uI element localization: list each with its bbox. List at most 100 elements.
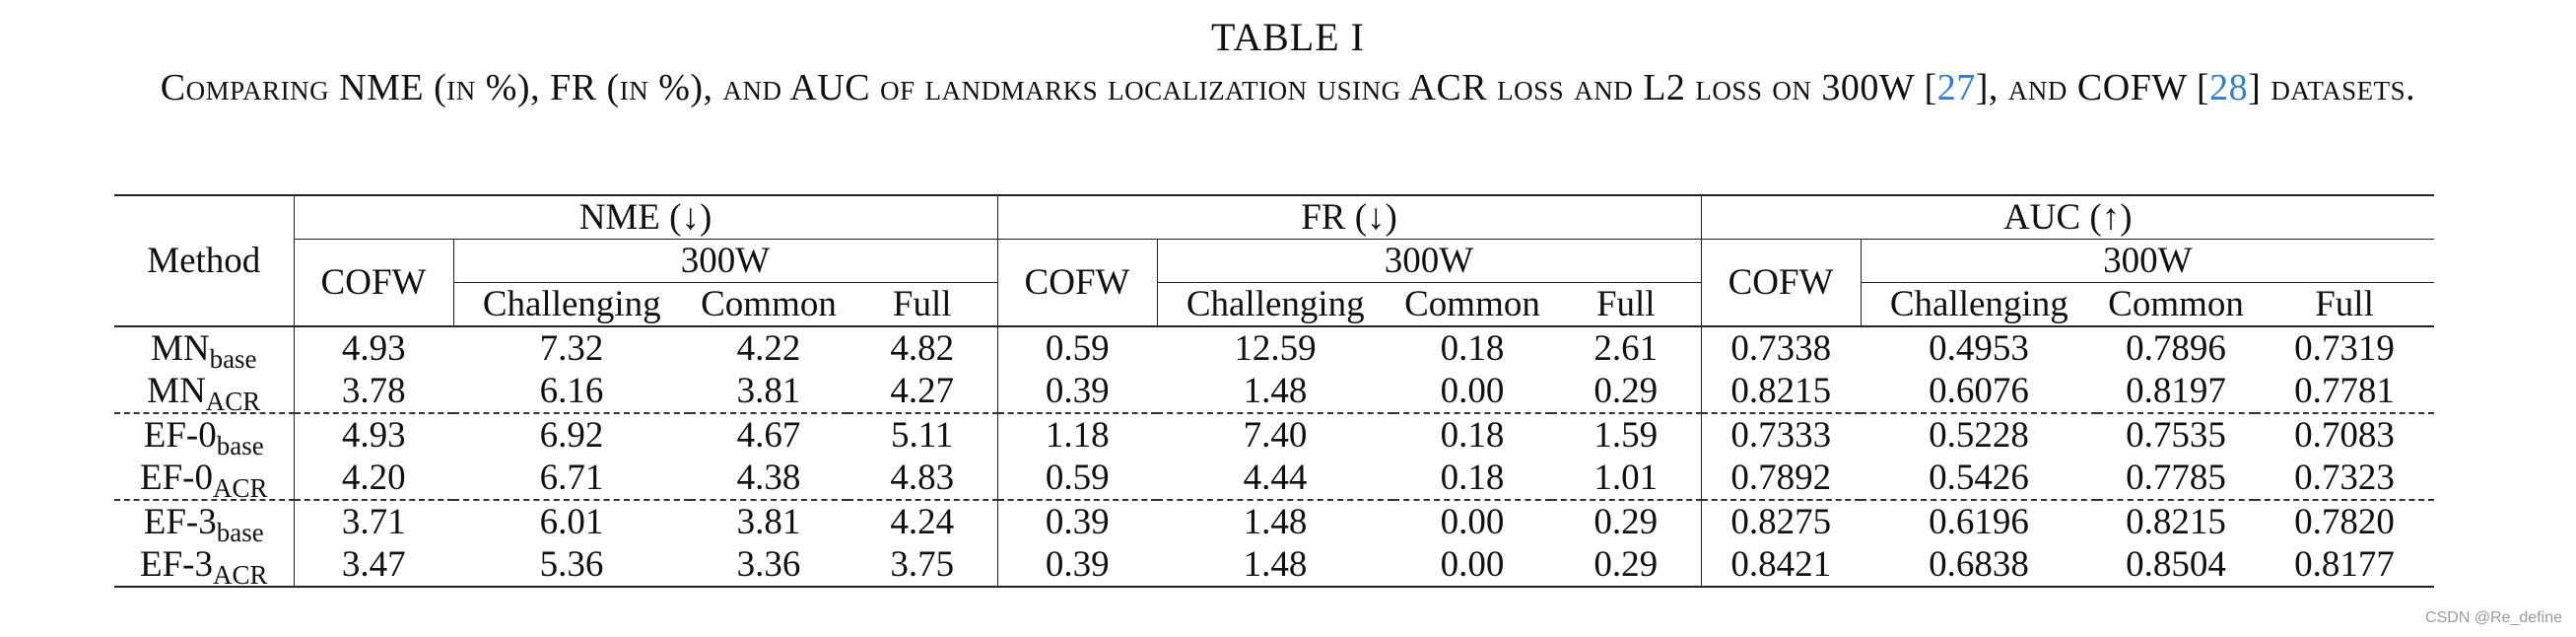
value-cell: 0.39 (996, 499, 1157, 543)
value-cell: 12.59 (1157, 325, 1393, 370)
value-cell: 0.7892 (1700, 457, 1862, 500)
value-cell: 0.8504 (2097, 543, 2256, 588)
value-cell: 6.92 (453, 412, 690, 457)
nme-300w-header: 300W (452, 239, 997, 283)
value-cell: 0.7083 (2255, 412, 2435, 457)
method-name: MN (147, 370, 206, 411)
value-cell: 0.7820 (2255, 499, 2435, 543)
table-row: EF-3ACR 3.47 5.36 3.36 3.75 0.39 1.48 0.00 0.29 0… (114, 543, 2435, 590)
value-cell: 4.24 (847, 499, 997, 543)
value-cell: 0.00 (1393, 543, 1551, 588)
citation-link-28[interactable]: 28 (2209, 67, 2249, 108)
value-cell: 0.18 (1440, 457, 1505, 498)
value-cell: 4.93 (293, 412, 453, 457)
value-cell: 0.5228 (1861, 412, 2098, 457)
value-cell: 0.6838 (1861, 543, 2098, 588)
value-cell: 5.36 (453, 543, 690, 588)
fr-common-header: Common (1393, 282, 1551, 327)
auc-challenging-header: Challenging (1860, 282, 2098, 327)
caption-text-3: ] datasets. (2248, 67, 2416, 108)
method-name: MN (150, 327, 210, 369)
caption-text-1: Comparing NME (in %), FR (in %), and AUC… (160, 67, 1937, 108)
value-cell: 4.83 (890, 457, 955, 498)
value-cell: 3.36 (690, 543, 847, 588)
value-cell: 7.40 (1157, 412, 1393, 457)
auc-cofw-header: COFW (1700, 239, 1862, 327)
value-cell: 3.78 (293, 370, 453, 413)
method-subscript: ACR (212, 559, 268, 590)
value-cell: 1.48 (1157, 543, 1393, 588)
auc-header: AUC (↑) (1700, 194, 2435, 240)
value-cell: 4.38 (736, 457, 801, 498)
value-cell: 0.7896 (2097, 325, 2256, 370)
value-cell: 3.81 (690, 499, 847, 543)
value-cell: 0.29 (1551, 543, 1702, 588)
value-cell: 0.39 (996, 370, 1157, 413)
method-name: EF-3 (139, 543, 213, 585)
value-cell: 3.47 (293, 543, 453, 588)
nme-common-header: Common (690, 282, 847, 327)
value-cell: 0.18 (1393, 412, 1551, 457)
value-cell: 5.11 (847, 412, 997, 457)
value-cell: 2.61 (1551, 325, 1702, 370)
method-cell: MNbase (114, 325, 294, 372)
auc-full-header: Full (2255, 282, 2435, 327)
value-cell: 6.16 (539, 370, 604, 411)
results-table-body: MNbase 4.93 7.32 4.22 4.82 0.59 12.59 0.18 2.61 0… (114, 325, 2435, 590)
value-cell: 0.7535 (2097, 412, 2256, 457)
value-cell: 3.75 (847, 543, 997, 588)
value-cell: 6.01 (453, 499, 690, 543)
auc-300w-header: 300W (1860, 239, 2435, 283)
nme-header: NME (↓) (293, 194, 997, 240)
value-cell: 3.81 (736, 370, 801, 411)
table-row: MNbase 4.93 7.32 4.22 4.82 0.59 12.59 0.18 2.61 0… (114, 325, 2435, 372)
value-cell: 0.7785 (2126, 457, 2226, 498)
auc-common-header: Common (2097, 282, 2256, 327)
value-cell: 1.59 (1551, 412, 1702, 457)
table-row: EF-3base 3.71 6.01 3.81 4.24 0.39 1.48 0.00 0.29… (114, 499, 2435, 545)
value-cell: 0.5426 (1929, 457, 2029, 498)
value-cell: 0.8421 (1700, 543, 1862, 588)
method-subscript: base (216, 430, 264, 460)
fr-challenging-header: Challenging (1156, 282, 1393, 327)
value-cell: 0.6076 (1929, 370, 2029, 411)
value-cell: 4.82 (847, 325, 997, 370)
value-cell: 1.01 (1593, 457, 1659, 498)
method-subscript: ACR (205, 386, 261, 416)
value-cell: 4.67 (690, 412, 847, 457)
value-cell: 4.22 (690, 325, 847, 370)
value-cell: 0.29 (1551, 499, 1702, 543)
value-cell: 1.48 (1243, 370, 1308, 411)
value-cell: 0.7338 (1700, 325, 1862, 370)
fr-cofw-header: COFW (996, 239, 1157, 327)
value-cell: 4.93 (293, 325, 453, 370)
method-header: Method (114, 194, 294, 327)
value-cell: 0.59 (996, 325, 1157, 370)
value-cell: 0.8177 (2255, 543, 2435, 588)
value-cell: 3.71 (293, 499, 453, 543)
citation-link-27[interactable]: 27 (1936, 67, 1976, 108)
value-cell: 7.32 (453, 325, 690, 370)
method-subscript: base (209, 343, 257, 374)
method-cell: EF-0base (114, 412, 294, 460)
value-cell: 1.48 (1157, 499, 1393, 543)
value-cell: 0.7333 (1700, 412, 1862, 457)
nme-challenging-header: Challenging (452, 282, 690, 327)
watermark: CSDN @Re_define (2425, 609, 2562, 626)
value-cell: 0.00 (1440, 370, 1505, 411)
value-cell: 0.4953 (1861, 325, 2098, 370)
value-cell: 0.29 (1593, 370, 1659, 411)
value-cell: 6.71 (539, 457, 604, 498)
caption-text-2: ], and COFW [ (1975, 67, 2210, 108)
table-row: EF-0ACR 4.20 6.71 4.38 4.83 0.59 4.44 0.18 1.01 0… (114, 457, 2434, 503)
table-row: MNACR 3.78 6.16 3.81 4.27 0.39 1.48 0.00 0.29 0.8… (114, 370, 2434, 416)
method-subscript: ACR (212, 472, 268, 503)
value-cell: 0.7323 (2294, 457, 2395, 498)
value-cell: 1.18 (996, 412, 1157, 457)
value-cell: 4.20 (293, 457, 453, 500)
value-cell: 0.8215 (2097, 499, 2256, 543)
table-title: TABLE I (1211, 15, 1365, 59)
method-name: EF-3 (143, 501, 217, 542)
value-cell: 4.44 (1243, 457, 1308, 498)
value-cell: 0.7781 (2294, 370, 2395, 411)
